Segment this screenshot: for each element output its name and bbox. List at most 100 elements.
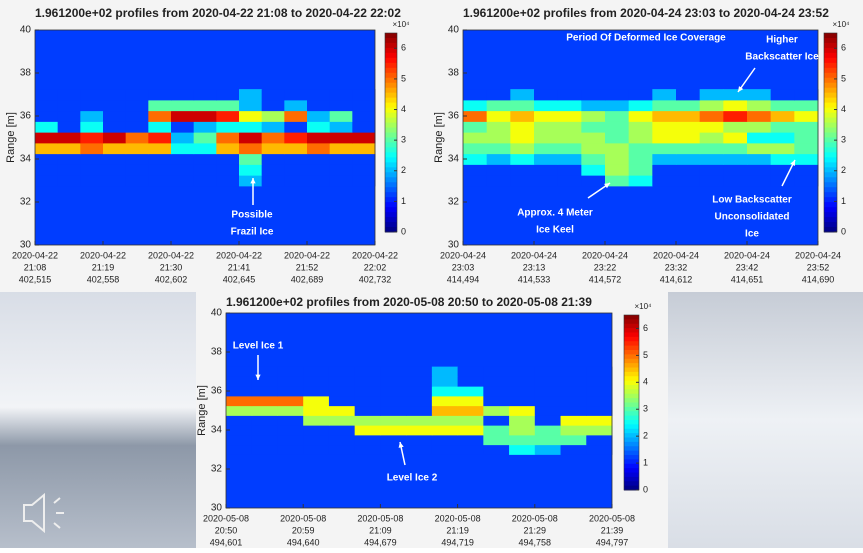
heat-cell [723,89,748,101]
heat-cell [534,405,562,416]
colorbar-segment [385,127,397,133]
heat-cell [699,110,724,122]
heat-cell [676,164,701,176]
heat-cell [770,164,795,176]
heat-cell [586,395,613,407]
heat-cell [509,444,536,455]
x-tick-date: 2020-05-08 [357,513,403,523]
heat-cell [557,132,582,144]
heat-cell [57,132,81,144]
heat-cell [457,376,484,387]
y-tick-label: 36 [448,111,460,122]
heat-cell [125,132,149,144]
heat-cell [483,405,510,416]
heat-cell [483,395,510,407]
heat-cell [352,153,376,165]
colorbar-tick-label: 5 [643,350,648,360]
heat-cell [794,175,819,187]
heat-cell [328,425,356,436]
heat-cell [406,395,433,407]
heat-cell [148,99,172,112]
heat-cell [581,121,606,133]
heat-cell [307,89,331,101]
y-tick-label: 36 [20,111,32,122]
x-tick-profile: 494,719 [441,537,474,547]
heat-cell [794,142,819,155]
heat-cell [148,121,172,133]
x-tick-time: 23:42 [736,262,759,272]
colorbar-segment [385,137,397,143]
heat-cell [354,376,381,387]
heat-cell [380,434,407,446]
colorbar-segment [624,363,639,368]
colorbar-segment [385,157,397,163]
heat-cell [586,405,613,416]
colorbar-segment [824,72,837,79]
heat-cell [35,121,59,133]
heat-cell [486,121,511,133]
heat-cell [463,153,488,165]
colorbar-segment [624,476,639,482]
heat-cell [509,366,536,377]
speaker-icon[interactable] [23,492,64,534]
heat-cell [216,164,240,176]
colorbar-segment [624,433,639,438]
heat-cell [328,434,356,446]
colorbar-segment [385,87,397,94]
heat-cell [581,110,606,122]
heat-cell [251,425,278,436]
heat-cell [486,142,511,155]
colorbar-segment [824,87,837,94]
heat-cell [483,444,510,455]
colorbar-segment [824,192,837,198]
heat-cell [557,164,582,176]
colorbar-segment [624,389,639,395]
colorbar-tick-label: 1 [643,457,648,467]
heat-cell [747,153,772,165]
heat-cell [352,175,376,187]
y-tick-label: 40 [448,25,460,36]
heat-cell [239,164,263,176]
heat-cell [329,164,353,176]
heat-cell [628,153,653,165]
heat-cell [354,405,381,416]
heat-cell [307,132,331,144]
heat-cell [534,425,562,436]
heat-cell [699,99,724,112]
heat-cell [80,142,104,155]
heat-cell [103,121,127,133]
colorbar-segment [624,385,639,390]
heat-cell [193,153,217,165]
heat-cell [557,142,582,155]
heat-cell [303,405,330,416]
x-tick-profile: 402,689 [291,274,324,284]
heat-cell [216,132,240,144]
heat-cell [303,425,330,436]
heat-cell [510,142,535,155]
colorbar-segment [624,481,639,487]
heat-cell [557,153,582,165]
x-tick-profile: 494,640 [287,537,320,547]
heat-cell [794,99,819,112]
x-tick-time: 23:13 [523,262,546,272]
heat-cell [581,153,606,165]
heat-cell [605,175,630,187]
heat-cell [193,110,217,122]
x-tick-profile: 494,758 [519,537,552,547]
heat-cell [352,89,376,101]
colorbar-segment [624,406,639,412]
heat-cell [354,415,381,426]
heat-cell [216,175,240,187]
heat-cell [226,366,253,377]
heat-cell [486,110,511,122]
heat-cell [770,142,795,155]
colorbar-segment [624,350,639,355]
heat-cell [406,444,433,455]
colorbar-segment [824,202,837,208]
x-tick-date: 2020-04-22 [12,250,58,260]
x-tick-date: 2020-04-24 [582,250,628,260]
heat-cell [652,153,677,165]
x-tick-profile: 494,679 [364,537,397,547]
heat-cell [328,444,356,455]
